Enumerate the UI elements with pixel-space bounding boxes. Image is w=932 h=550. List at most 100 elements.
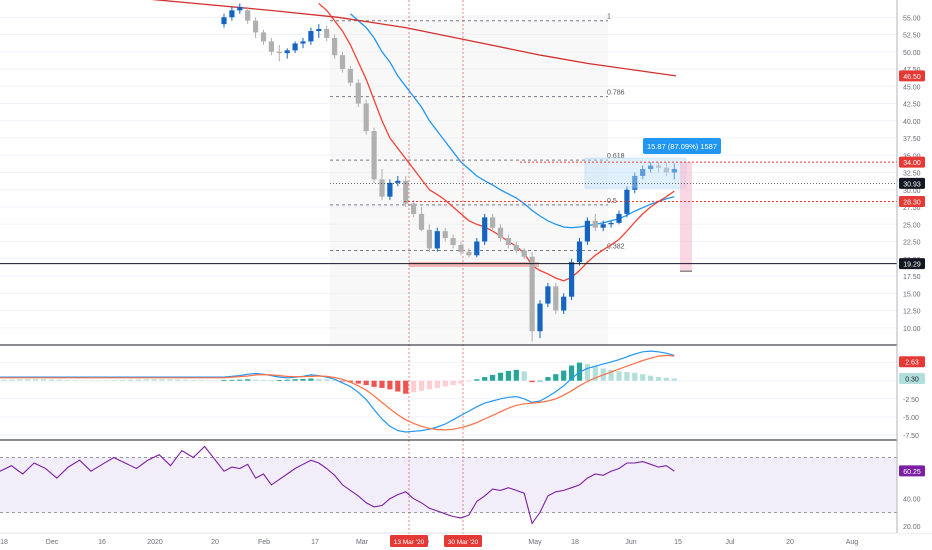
time-tick-label: 15 [674,539,682,546]
macd-histogram-bar [245,379,251,381]
candle-body [474,241,480,256]
fib-level-label: 0.5 [607,198,617,205]
macd-histogram-bar [40,379,47,381]
macd-histogram-bar [229,379,235,381]
time-axis[interactable]: 18Dec16202020Feb17Mar20May18Jun15Jul20Au… [0,539,858,546]
macd-histogram-bar [553,374,559,381]
macd-histogram-bar [339,380,346,382]
candle-body [339,55,346,69]
candle-body [355,82,361,104]
candle-body [300,41,306,44]
candle-body [363,103,369,132]
rsi-tick-label: 20.00 [903,524,921,531]
macd-histogram-bar [592,366,598,381]
rsi-panel[interactable] [0,445,897,525]
candle-body [324,28,330,38]
macd-tick-label: -2.50 [903,397,919,404]
macd-histogram-bar [276,379,282,381]
time-tick-label: Jun [625,539,636,546]
price-axis-badge [899,258,925,270]
macd-histogram-bar [537,380,543,382]
candle-body [276,51,282,54]
macd-histogram-bar [434,380,440,388]
macd-histogram-bar [640,374,646,381]
macd-histogram-bar [9,379,15,381]
candle-body [442,231,448,239]
macd-histogram-bar [569,365,575,381]
macd-histogram-bar [608,369,614,381]
time-tick-label: 16 [98,539,106,546]
macd-histogram-bar [545,377,551,381]
candle-body [237,6,243,11]
date-highlights: 13 Mar '20 30 Mar '20 [390,535,482,547]
macd-histogram-bar [490,374,496,381]
macd-histogram-bar [175,379,181,381]
macd-histogram-bar [347,380,353,383]
macd-histogram-bar [513,369,519,381]
candle-body [229,10,235,18]
candle-body [347,69,353,83]
macd-axis-badge [899,356,925,368]
macd-panel[interactable] [0,350,677,433]
candle-body [632,175,638,190]
price-tick-label: 22.50 [903,240,921,247]
macd-histogram-bar [663,377,669,381]
macd-histogram-bar [316,378,322,381]
measure-label: 15.87 (87.09%) 1587 [647,142,717,151]
macd-histogram-bar [505,370,511,381]
macd-histogram-bar [260,379,267,381]
macd-histogram-bar [183,379,189,381]
candle-body [245,10,251,21]
price-grid [0,16,897,436]
macd-axis-badge-text: 0.30 [905,377,919,384]
time-tick-label: 20 [786,539,794,546]
candle-body [411,203,417,214]
price-panel[interactable]: 1 0.786 0.618 0.5 0.382 15.87 (87.09%) 1587 [0,0,897,540]
candles[interactable] [221,3,677,342]
rsi-line [0,445,675,525]
macd-histogram-bar [648,375,654,381]
macd-histogram-bar [112,380,118,381]
candle-body [332,37,338,56]
candle-body [284,50,290,54]
candle-body [505,238,511,245]
horizontal-levels[interactable] [0,161,897,265]
macd-histogram-bar [198,380,205,381]
candle-body [624,189,630,214]
candle-body [569,262,575,297]
time-tick-label: 2020 [147,539,163,546]
highlighted-date-badge [444,535,482,547]
macd-histogram-bar [403,380,409,394]
price-axis-badge [899,195,925,207]
macd-histogram-bar [56,379,62,381]
candle-body [648,165,654,170]
candle-body [592,220,598,228]
macd-histogram-bar [127,379,133,381]
macd-histogram-bar [159,379,165,381]
candle-body [434,231,440,249]
price-axis-badge [899,70,925,82]
candle-body [576,241,583,263]
candle-body [379,179,385,197]
price-tick-label: 45.00 [903,84,921,91]
price-axis-badge-text: 30.93 [903,181,921,188]
candle-body [221,17,227,25]
candle-body [663,167,669,173]
price-tick-label: 15.00 [903,291,921,298]
macd-histogram-bar [253,379,259,381]
rsi-axis-badge [899,465,925,477]
time-tick-label: Dec [46,539,59,546]
macd-axis-badge-text: 2.63 [905,360,919,367]
price-tick-label: 25.00 [903,222,921,229]
macd-histogram-bar [521,371,527,381]
candle-body [529,256,535,332]
macd-histogram-bar [671,378,677,381]
macd-histogram-bar [308,378,314,381]
macd-histogram-bar [237,379,243,381]
candle-body [608,222,614,225]
macd-histogram-bar [221,379,227,381]
price-axis-badge [899,156,925,168]
macd-histogram-bar [284,379,290,381]
macd-histogram-bar [466,380,472,382]
